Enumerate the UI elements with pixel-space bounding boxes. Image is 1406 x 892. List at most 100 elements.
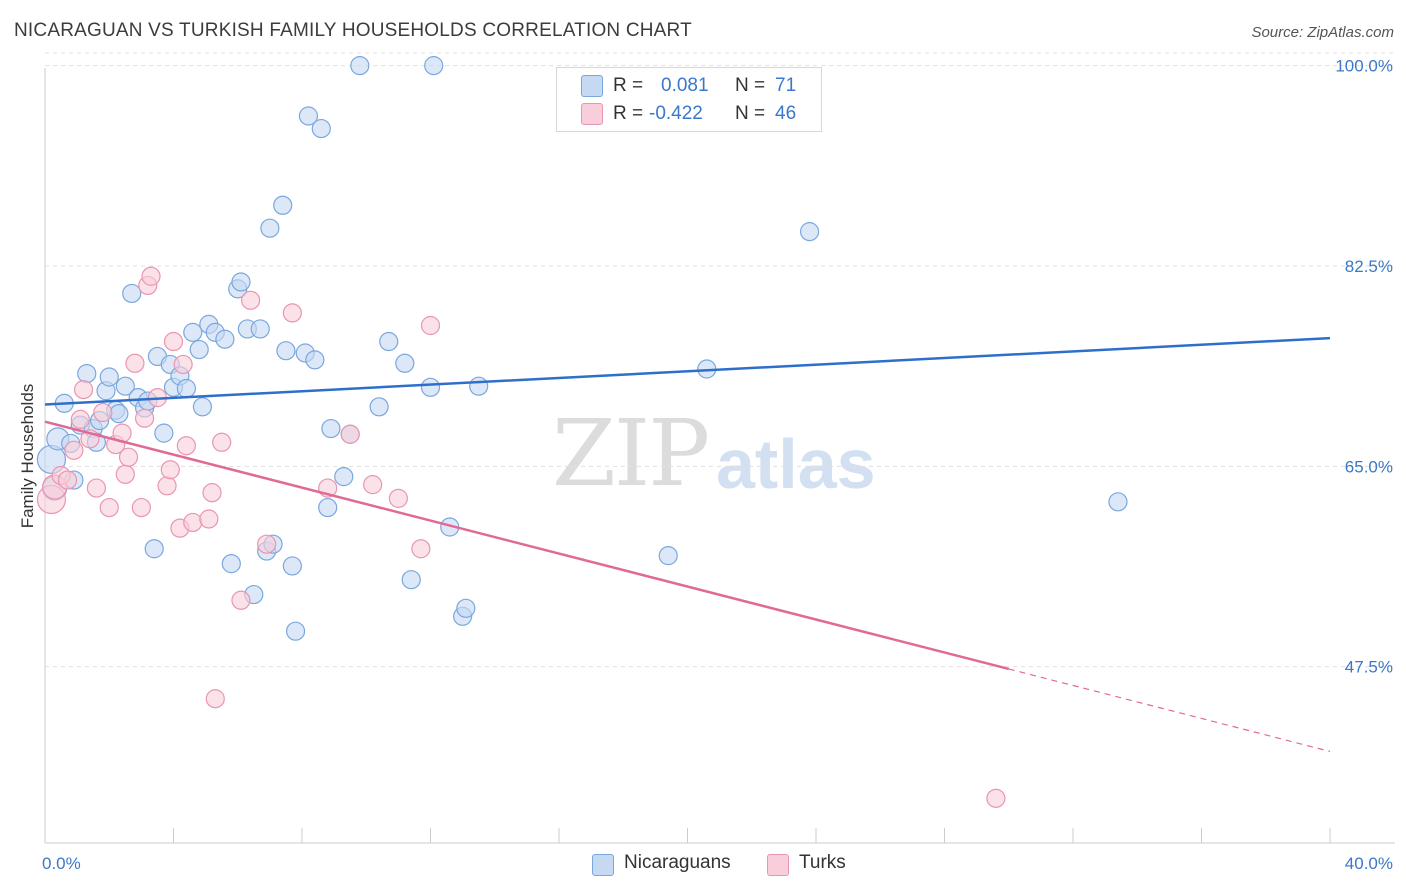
turk-point bbox=[173, 354, 193, 375]
turk-point bbox=[70, 409, 90, 429]
legend-n-value: 46 bbox=[775, 103, 797, 124]
legend-r-key: R = bbox=[613, 103, 644, 124]
bottom-swatch-pink bbox=[767, 854, 789, 876]
nicaraguan-point bbox=[122, 283, 142, 304]
legend-row-nicaraguans: R = 0.081 N = 71 bbox=[557, 73, 821, 99]
nicaraguan-point bbox=[379, 331, 399, 352]
nicaraguan-point bbox=[799, 222, 820, 242]
nicaraguan-point bbox=[282, 556, 302, 576]
nicaraguan-point bbox=[369, 397, 389, 417]
nicaraguan-point bbox=[231, 272, 251, 292]
nicaraguan-point bbox=[221, 554, 241, 574]
turk-point bbox=[163, 331, 184, 352]
nicaraguan-point bbox=[192, 397, 213, 417]
legend-swatch-blue bbox=[581, 75, 603, 97]
nicaraguan-point bbox=[424, 56, 444, 76]
turk-point bbox=[986, 788, 1006, 808]
turk-trend-extension bbox=[1008, 668, 1331, 752]
turk-point bbox=[141, 266, 161, 286]
turk-point bbox=[134, 408, 155, 428]
nicaraguan-point bbox=[183, 322, 203, 342]
nicaraguan-point bbox=[658, 546, 678, 566]
turk-point bbox=[363, 475, 383, 495]
bottom-legend-label: Nicaraguans bbox=[624, 852, 731, 873]
nicaraguan-point bbox=[154, 423, 174, 443]
nicaraguan-point bbox=[176, 378, 196, 399]
nicaraguan-point bbox=[298, 106, 319, 126]
legend-r-key: R = bbox=[613, 75, 644, 96]
nicaraguan-point bbox=[305, 350, 325, 370]
y-tick-label: 47.5% bbox=[1345, 658, 1393, 677]
x-tick-label: 40.0% bbox=[1345, 854, 1393, 873]
correlation-legend: R = 0.081 N = 71 R = -0.422 N = 46 bbox=[556, 67, 822, 132]
turk-point bbox=[199, 509, 219, 529]
nicaraguan-point bbox=[273, 195, 293, 215]
nicaraguan-point bbox=[276, 341, 296, 361]
turk-point bbox=[205, 689, 225, 709]
turk-point bbox=[212, 432, 232, 452]
nicaraguan-point bbox=[456, 598, 476, 618]
turk-point bbox=[411, 539, 431, 559]
turk-point bbox=[93, 402, 113, 423]
nicaraguan-point bbox=[469, 376, 489, 396]
legend-r-value: -0.422 bbox=[649, 103, 703, 124]
turk-point bbox=[57, 470, 78, 490]
watermark-atlas: atlas bbox=[716, 425, 876, 503]
nicaraguan-point bbox=[401, 570, 421, 590]
turk-point bbox=[118, 447, 139, 467]
legend-n-key: N = bbox=[735, 75, 766, 96]
nicaraguan-point bbox=[99, 367, 119, 387]
watermark-zip: ZIP bbox=[552, 400, 710, 507]
nicaraguan-point bbox=[144, 539, 164, 559]
nicaraguan-point bbox=[318, 497, 338, 518]
turk-point bbox=[125, 353, 145, 373]
chart-title: NICARAGUAN VS TURKISH FAMILY HOUSEHOLDS … bbox=[14, 20, 692, 41]
turk-point bbox=[231, 590, 251, 610]
bottom-swatch-blue bbox=[592, 854, 614, 876]
legend-r-value: 0.081 bbox=[661, 75, 709, 96]
nicaraguan-point bbox=[395, 353, 415, 373]
nicaraguan-point bbox=[1108, 492, 1128, 512]
turk-trend-line bbox=[44, 420, 1010, 671]
nicaraguan-point bbox=[334, 467, 354, 487]
turk-point bbox=[73, 380, 94, 400]
legend-swatch-pink bbox=[581, 103, 603, 125]
turk-point bbox=[202, 483, 222, 503]
nicaraguan-point bbox=[321, 418, 341, 439]
turk-point bbox=[115, 464, 135, 484]
nicaraguan-point bbox=[350, 56, 370, 76]
turk-point bbox=[282, 303, 302, 323]
legend-n-key: N = bbox=[735, 103, 766, 124]
nicaraguan-point bbox=[115, 376, 135, 396]
turk-point bbox=[388, 488, 408, 508]
y-tick-label: 82.5% bbox=[1345, 257, 1393, 276]
turk-point bbox=[99, 497, 119, 518]
y-tick-label: 100.0% bbox=[1335, 57, 1393, 76]
turk-point bbox=[160, 460, 180, 480]
nicaraguan-trend-line bbox=[44, 336, 1331, 406]
nicaraguan-point bbox=[311, 118, 331, 139]
legend-n-value: 71 bbox=[775, 75, 797, 96]
turk-point bbox=[176, 436, 196, 456]
legend-row-turks: R = -0.422 N = 46 bbox=[557, 101, 821, 127]
nicaraguan-point bbox=[250, 319, 270, 339]
y-tick-label: 65.0% bbox=[1345, 457, 1393, 476]
turk-point bbox=[340, 424, 360, 444]
nicaraguan-point bbox=[189, 339, 209, 360]
turk-point bbox=[157, 476, 177, 496]
nicaraguan-point bbox=[215, 329, 235, 349]
turk-point bbox=[131, 497, 151, 518]
nicaraguan-point bbox=[109, 404, 129, 424]
turk-point bbox=[420, 315, 441, 336]
turk-point bbox=[86, 478, 107, 498]
turk-point bbox=[183, 512, 203, 533]
turk-point bbox=[257, 534, 277, 554]
nicaraguan-point bbox=[77, 363, 97, 384]
x-tick-label: 0.0% bbox=[42, 854, 81, 873]
bottom-legend-label: Turks bbox=[799, 852, 846, 873]
nicaraguan-point bbox=[285, 621, 306, 641]
nicaraguan-point bbox=[420, 377, 441, 397]
turk-point bbox=[241, 290, 261, 310]
turk-point bbox=[64, 440, 84, 460]
